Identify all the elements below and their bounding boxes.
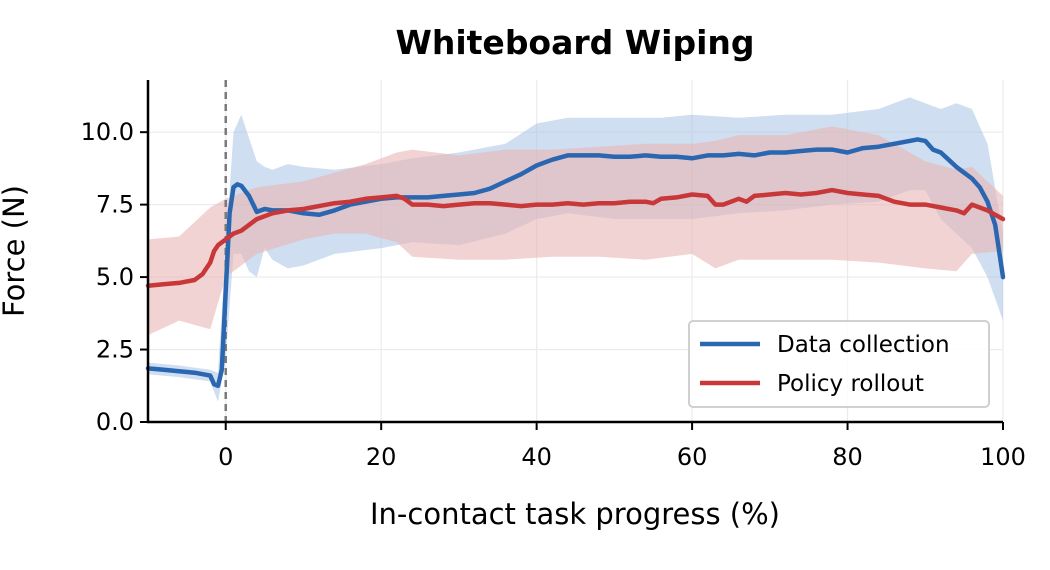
chart-title: Whiteboard Wiping xyxy=(395,23,754,62)
y-tick-label: 5.0 xyxy=(96,263,134,291)
ticks: 0 20 40 60 80 100 0.0 2.5 5.0 7.5 10.0 xyxy=(81,118,1026,471)
y-tick-label: 0.0 xyxy=(96,408,134,436)
x-axis-label: In-contact task progress (%) xyxy=(370,497,780,531)
x-tick-label: 20 xyxy=(366,443,397,471)
legend-label: Policy rollout xyxy=(777,371,924,397)
x-tick-label: 60 xyxy=(677,443,708,471)
line-policy-rollout xyxy=(145,187,1006,289)
legend-label: Data collection xyxy=(777,332,950,358)
legend-box xyxy=(688,320,990,408)
x-tick-label: 80 xyxy=(832,443,863,471)
axes xyxy=(146,80,1003,424)
y-tick-label: 2.5 xyxy=(96,336,134,364)
line-data-collection xyxy=(145,137,1006,389)
band-policy-rollout xyxy=(148,126,1003,336)
x-tick-label: 0 xyxy=(218,443,233,471)
x-tick-label: 40 xyxy=(521,443,552,471)
y-axis-label: Force (N) xyxy=(0,185,31,317)
confidence-bands xyxy=(148,97,1003,402)
series-lines xyxy=(145,137,1006,389)
x-tick-label: 100 xyxy=(980,443,1026,471)
y-tick-label: 7.5 xyxy=(96,191,134,219)
y-tick-label: 10.0 xyxy=(81,118,134,146)
legend: Data collection Policy rollout xyxy=(688,320,990,408)
